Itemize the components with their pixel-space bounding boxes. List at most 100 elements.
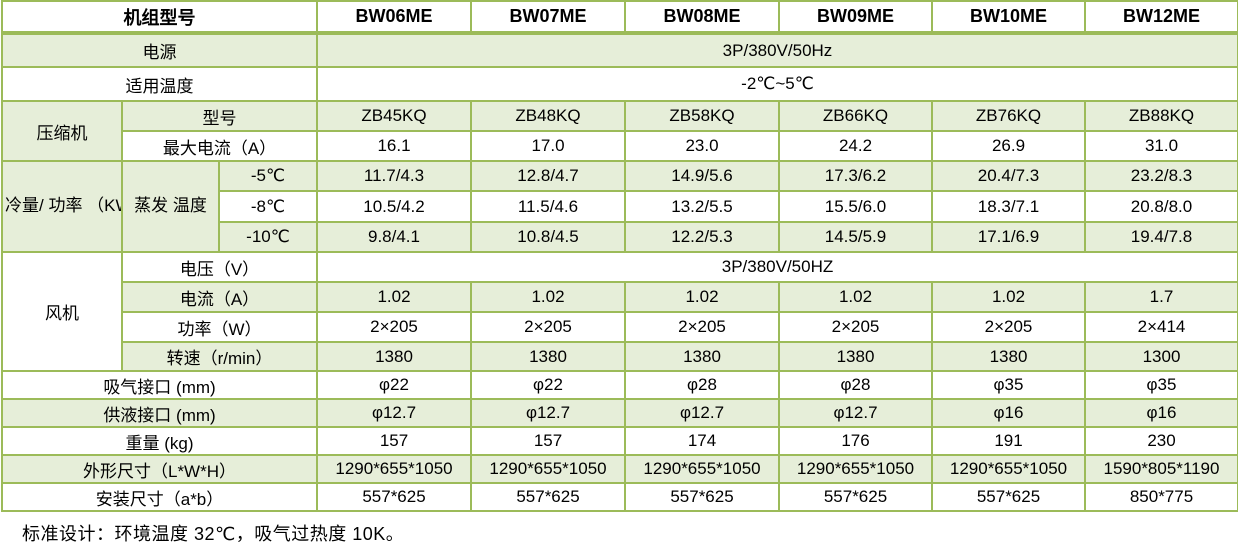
spec-table: 机组型号 BW06ME BW07ME BW08ME BW09ME BW10ME …: [1, 0, 1238, 512]
weight-value: 191: [931, 426, 1086, 456]
model-name: BW06ME: [316, 0, 472, 35]
fan-power-value: 2×205: [624, 311, 780, 343]
design-footnote: 标准设计：环境温度 32℃，吸气过热度 10K。: [22, 524, 405, 544]
fan-speed-value: 1380: [778, 341, 933, 372]
table-row-temp-range: 适用温度 -2℃~5℃: [1, 66, 1238, 102]
compressor-model-value: ZB88KQ: [1084, 100, 1238, 132]
capacity-row-label: -10℃: [218, 221, 318, 253]
capacity-row-label: -8℃: [218, 190, 318, 223]
dimensions-label: 外形尺寸（L*W*H）: [1, 454, 318, 484]
capacity-value: 19.4/7.8: [1084, 221, 1238, 253]
model-name: BW12ME: [1084, 0, 1238, 35]
liquid-value: φ16: [1084, 398, 1238, 428]
fan-current-value: 1.02: [316, 281, 472, 313]
compressor-group-label: 压缩机: [1, 100, 123, 162]
temp-range-label: 适用温度: [1, 66, 318, 102]
temp-range-value: -2℃~5℃: [316, 66, 1238, 102]
fan-speed-value: 1380: [316, 341, 472, 372]
compressor-model-value: ZB66KQ: [778, 100, 933, 132]
fan-voltage-label: 电压（V）: [121, 251, 318, 283]
weight-label: 重量 (kg): [1, 426, 318, 456]
fan-power-value: 2×205: [778, 311, 933, 343]
mounting-value: 557*625: [316, 482, 472, 512]
weight-value: 230: [1084, 426, 1238, 456]
fan-power-value: 2×205: [470, 311, 626, 343]
max-current-value: 24.2: [778, 130, 933, 162]
mounting-value: 850*775: [1084, 482, 1238, 512]
dimensions-value: 1290*655*1050: [316, 454, 472, 484]
table-row-dimensions: 外形尺寸（L*W*H） 1290*655*1050 1290*655*1050 …: [1, 454, 1238, 484]
capacity-group-label: 冷量/ 功率 （KW）: [1, 160, 123, 253]
liquid-value: φ12.7: [470, 398, 626, 428]
model-name: BW08ME: [624, 0, 780, 35]
table-row-capacity-minus5: 冷量/ 功率 （KW） 蒸发 温度 -5℃ 11.7/4.3 12.8/4.7 …: [1, 160, 1238, 253]
table-row-max-current: 最大电流（A） 16.1 17.0 23.0 24.2 26.9 31.0: [2, 130, 1238, 162]
fan-power-value: 2×205: [931, 311, 1086, 343]
max-current-value: 17.0: [470, 130, 626, 162]
suction-value: φ22: [316, 370, 472, 400]
fan-speed-value: 1380: [470, 341, 626, 372]
table-row-compressor-model: 压缩机 型号 ZB45KQ ZB48KQ ZB58KQ ZB66KQ ZB76K…: [1, 100, 1238, 162]
suction-label: 吸气接口 (mm): [1, 370, 318, 400]
capacity-value: 9.8/4.1: [316, 221, 472, 253]
suction-value: φ35: [1084, 370, 1238, 400]
fan-power-label: 功率（W）: [121, 311, 318, 343]
fan-current-value: 1.02: [470, 281, 626, 313]
capacity-value: 14.5/5.9: [778, 221, 933, 253]
fan-group-label: 风机: [1, 251, 123, 372]
capacity-value: 17.3/6.2: [778, 160, 933, 192]
table-row-capacity-minus8: -8℃ 10.5/4.2 11.5/4.6 13.2/5.5 15.5/6.0 …: [2, 190, 1238, 223]
fan-speed-label: 转速（r/min）: [121, 341, 318, 372]
dimensions-value: 1290*655*1050: [470, 454, 626, 484]
evap-temp-label: 蒸发 温度: [121, 160, 220, 253]
max-current-value: 31.0: [1084, 130, 1238, 162]
table-row-fan-current: 电流（A） 1.02 1.02 1.02 1.02 1.02 1.7: [2, 281, 1238, 313]
fan-current-value: 1.02: [624, 281, 780, 313]
fan-voltage-value: 3P/380V/50HZ: [316, 251, 1238, 283]
table-row-fan-speed: 转速（r/min） 1380 1380 1380 1380 1380 1300: [2, 341, 1238, 372]
mounting-value: 557*625: [624, 482, 780, 512]
suction-value: φ28: [624, 370, 780, 400]
dimensions-value: 1290*655*1050: [931, 454, 1086, 484]
capacity-value: 10.5/4.2: [316, 190, 472, 223]
capacity-value: 20.8/8.0: [1084, 190, 1238, 223]
dimensions-value: 1290*655*1050: [624, 454, 780, 484]
capacity-value: 23.2/8.3: [1084, 160, 1238, 192]
dimensions-value: 1590*805*1190: [1084, 454, 1238, 484]
fan-power-value: 2×205: [316, 311, 472, 343]
capacity-value: 13.2/5.5: [624, 190, 780, 223]
capacity-value: 17.1/6.9: [931, 221, 1086, 253]
fan-speed-value: 1380: [624, 341, 780, 372]
suction-value: φ28: [778, 370, 933, 400]
table-row-liquid: 供液接口 (mm) φ12.7 φ12.7 φ12.7 φ12.7 φ16 φ1…: [1, 398, 1238, 428]
model-name: BW07ME: [470, 0, 626, 35]
weight-value: 174: [624, 426, 780, 456]
suction-value: φ22: [470, 370, 626, 400]
capacity-row-label: -5℃: [218, 160, 318, 192]
weight-value: 157: [470, 426, 626, 456]
fan-speed-value: 1380: [931, 341, 1086, 372]
model-name: BW09ME: [778, 0, 933, 35]
capacity-value: 11.7/4.3: [316, 160, 472, 192]
capacity-value: 15.5/6.0: [778, 190, 933, 223]
table-row-fan-power: 功率（W） 2×205 2×205 2×205 2×205 2×205 2×41…: [2, 311, 1238, 343]
model-row-label: 机组型号: [1, 0, 318, 35]
power-value: 3P/380V/50Hz: [316, 32, 1238, 68]
fan-current-label: 电流（A）: [121, 281, 318, 313]
capacity-value: 20.4/7.3: [931, 160, 1086, 192]
compressor-model-value: ZB45KQ: [316, 100, 472, 132]
table-row-fan-voltage: 风机 电压（V） 3P/380V/50HZ: [1, 251, 1238, 372]
mounting-value: 557*625: [778, 482, 933, 512]
dimensions-value: 1290*655*1050: [778, 454, 933, 484]
fan-power-value: 2×414: [1084, 311, 1238, 343]
capacity-value: 11.5/4.6: [470, 190, 626, 223]
weight-value: 157: [316, 426, 472, 456]
mounting-value: 557*625: [931, 482, 1086, 512]
compressor-model-value: ZB58KQ: [624, 100, 780, 132]
table-row-weight: 重量 (kg) 157 157 174 176 191 230: [1, 426, 1238, 456]
capacity-value: 14.9/5.6: [624, 160, 780, 192]
weight-value: 176: [778, 426, 933, 456]
liquid-value: φ16: [931, 398, 1086, 428]
table-row-models: 机组型号 BW06ME BW07ME BW08ME BW09ME BW10ME …: [1, 0, 1238, 35]
mounting-label: 安装尺寸（a*b）: [1, 482, 318, 512]
